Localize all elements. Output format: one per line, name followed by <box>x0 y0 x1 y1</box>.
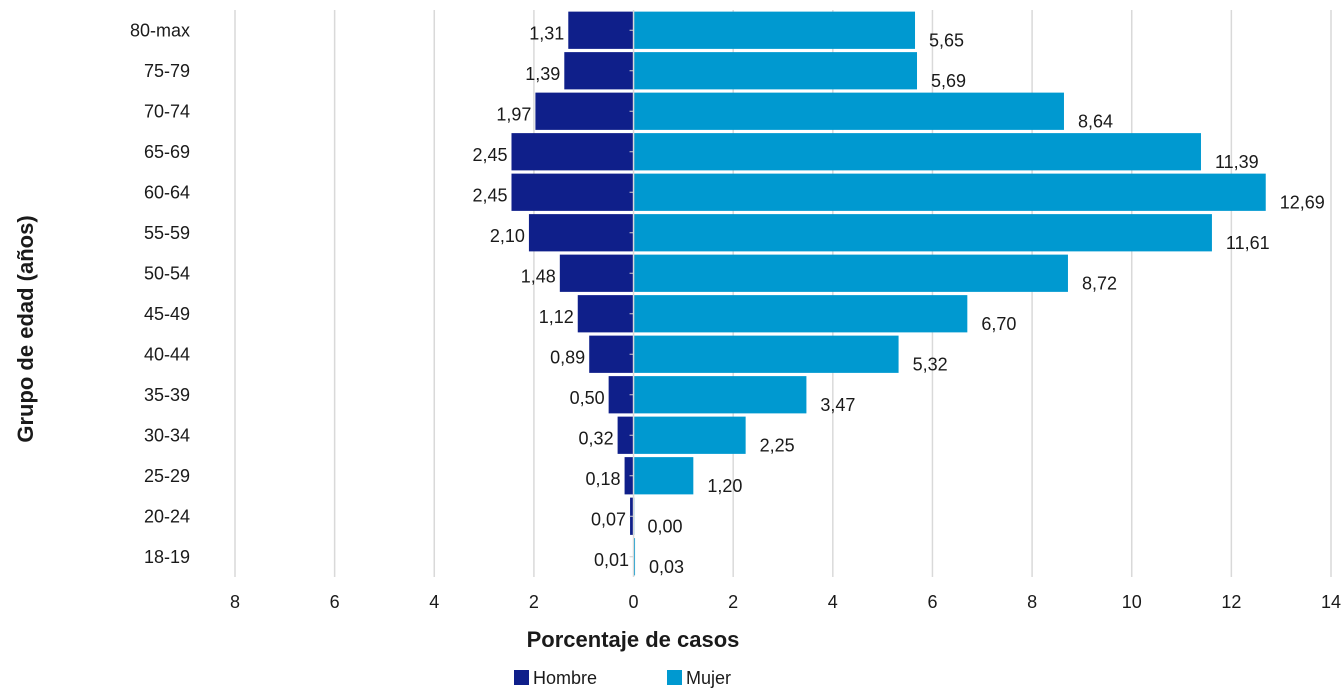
bar-hombre <box>528 214 634 252</box>
data-label-mujer: 3,47 <box>820 395 855 415</box>
x-tick-label: 0 <box>629 592 639 612</box>
legend-label-hombre: Hombre <box>533 668 597 688</box>
legend-label-mujer: Mujer <box>686 668 731 688</box>
bar-hombre <box>559 254 634 292</box>
data-label-hombre: 0,07 <box>591 509 626 529</box>
data-label-hombre: 0,50 <box>570 388 605 408</box>
bar-hombre <box>535 92 634 130</box>
x-axis-title: Porcentaje de casos <box>527 627 740 652</box>
data-label-hombre: 1,97 <box>496 104 531 124</box>
category-label: 60-64 <box>144 182 190 202</box>
bar-hombre <box>511 173 634 211</box>
bar-hombre <box>617 416 634 454</box>
data-label-mujer: 6,70 <box>981 314 1016 334</box>
data-label-hombre: 0,89 <box>550 347 585 367</box>
bar-mujer <box>633 457 694 495</box>
bar-hombre <box>564 52 634 90</box>
legend-swatch-mujer <box>667 670 682 685</box>
x-tick-label: 2 <box>529 592 539 612</box>
data-label-mujer: 0,00 <box>648 516 683 536</box>
bar-mujer <box>633 173 1266 211</box>
x-tick-label: 4 <box>828 592 838 612</box>
bar-mujer <box>633 335 899 373</box>
category-label: 25-29 <box>144 466 190 486</box>
data-label-mujer: 8,64 <box>1078 111 1113 131</box>
data-label-mujer: 8,72 <box>1082 273 1117 293</box>
category-label: 30-34 <box>144 425 190 445</box>
bar-mujer <box>633 133 1201 171</box>
x-tick-label: 10 <box>1122 592 1142 612</box>
data-label-mujer: 1,20 <box>707 476 742 496</box>
bar-mujer <box>633 11 916 49</box>
data-label-mujer: 12,69 <box>1280 192 1325 212</box>
data-label-hombre: 0,18 <box>586 469 621 489</box>
data-label-mujer: 0,03 <box>649 557 684 577</box>
bar-hombre <box>511 133 634 171</box>
category-label: 20-24 <box>144 506 190 526</box>
category-labels: 80-max 75-79 70-74 65-69 60-64 55-59 50-54 45-4… <box>130 20 190 567</box>
category-label: 45-49 <box>144 304 190 324</box>
data-label-hombre: 1,12 <box>539 307 574 327</box>
data-label-mujer: 11,61 <box>1226 233 1270 253</box>
x-tick-label: 4 <box>429 592 439 612</box>
category-label: 65-69 <box>144 142 190 162</box>
x-tick-label: 12 <box>1221 592 1241 612</box>
category-label: 70-74 <box>144 101 190 121</box>
bar-mujer <box>633 214 1212 252</box>
category-label: 40-44 <box>144 344 190 364</box>
x-tick-label: 2 <box>728 592 738 612</box>
data-labels: 1,31 5,65 1,39 5,69 1,97 8,64 2,45 11,39 2,45 12,… <box>472 23 1324 577</box>
data-label-hombre: 1,48 <box>521 266 556 286</box>
data-label-mujer: 5,32 <box>913 354 948 374</box>
x-tick-label: 8 <box>1027 592 1037 612</box>
x-tick-label: 14 <box>1321 592 1341 612</box>
bar-hombre <box>589 335 634 373</box>
category-label: 18-19 <box>144 547 190 567</box>
x-tick-label: 8 <box>230 592 240 612</box>
category-label: 80-max <box>130 20 190 40</box>
bar-hombre <box>624 457 634 495</box>
legend: Hombre Mujer <box>514 668 731 688</box>
category-label: 75-79 <box>144 61 190 81</box>
center-axis <box>629 10 635 577</box>
bar-hombre <box>608 376 634 414</box>
data-label-hombre: 1,39 <box>525 64 560 84</box>
category-label: 55-59 <box>144 223 190 243</box>
bar-hombre <box>577 295 634 333</box>
y-axis-title: Grupo de edad (años) <box>13 215 38 442</box>
data-label-mujer: 11,39 <box>1215 152 1259 172</box>
data-label-hombre: 2,45 <box>472 185 507 205</box>
bar-mujer <box>633 376 807 414</box>
bar-mujer <box>633 416 746 454</box>
data-label-mujer: 5,69 <box>931 71 966 91</box>
bars <box>511 11 1266 576</box>
data-label-mujer: 5,65 <box>929 30 964 50</box>
data-label-mujer: 2,25 <box>760 435 795 455</box>
bar-mujer <box>633 295 968 333</box>
bar-hombre <box>568 11 634 49</box>
x-tick-label: 6 <box>330 592 340 612</box>
data-label-hombre: 2,45 <box>472 145 507 165</box>
legend-swatch-hombre <box>514 670 529 685</box>
data-label-hombre: 1,31 <box>529 23 564 43</box>
x-tick-labels: 8 6 4 2 0 2 4 6 8 10 12 14 <box>230 592 1341 612</box>
category-label: 35-39 <box>144 385 190 405</box>
data-label-hombre: 0,32 <box>579 428 614 448</box>
bar-mujer <box>633 92 1064 130</box>
data-label-hombre: 2,10 <box>490 226 525 246</box>
x-tick-label: 6 <box>927 592 937 612</box>
data-label-hombre: 0,01 <box>594 550 629 570</box>
category-label: 50-54 <box>144 263 190 283</box>
bar-mujer <box>633 254 1068 292</box>
bar-mujer <box>633 52 918 90</box>
